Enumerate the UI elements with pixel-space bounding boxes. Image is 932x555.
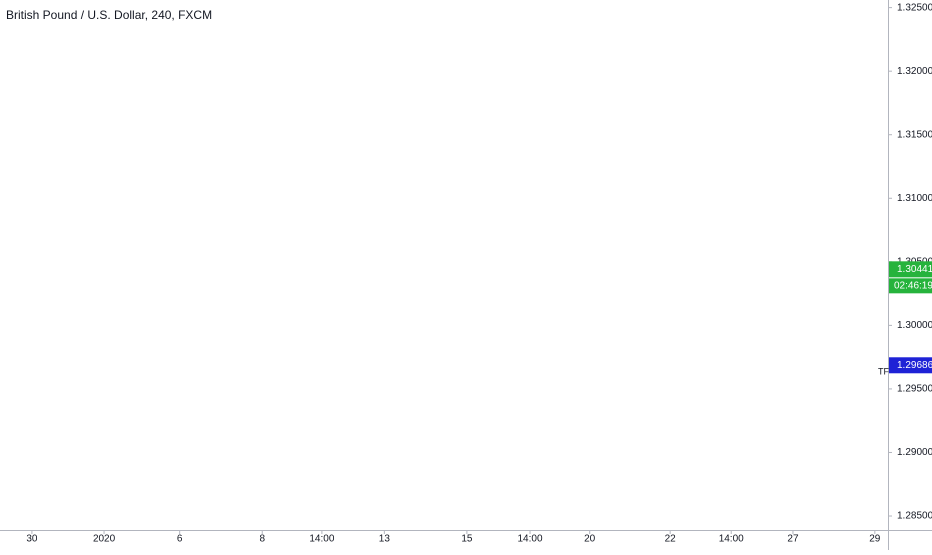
x-tick-label: 2020 xyxy=(93,534,116,545)
current-price-badge xyxy=(889,261,932,278)
x-tick-label: 20 xyxy=(584,534,596,545)
y-tick-label: 1.31000 xyxy=(897,193,932,204)
y-tick-label: 1.31500 xyxy=(897,129,932,140)
x-tick-label: 6 xyxy=(177,534,183,545)
x-tick-label: 30 xyxy=(26,534,38,545)
y-tick-label: 1.30000 xyxy=(897,320,932,331)
y-tick-label: 1.32500 xyxy=(897,2,932,13)
x-tick-label: 13 xyxy=(379,534,391,545)
x-tick-label: 29 xyxy=(869,534,881,545)
y-tick-label: 1.32000 xyxy=(897,66,932,77)
countdown-badge xyxy=(889,278,932,294)
x-tick-label: 22 xyxy=(665,534,677,545)
x-tick-label: 27 xyxy=(787,534,799,545)
annotation: TF xyxy=(878,366,889,376)
y-tick-label: 1.29500 xyxy=(897,384,932,395)
y-tick-label: 1.29000 xyxy=(897,447,932,458)
axes: TF1.285001.290001.295001.300001.305001.3… xyxy=(26,2,932,545)
support-badge xyxy=(889,357,932,374)
x-tick-label: 8 xyxy=(259,534,265,545)
current-price-label: 1.30441 xyxy=(897,264,932,275)
x-tick-label: 14:00 xyxy=(518,534,543,545)
chart-title: British Pound / U.S. Dollar, 240, FXCM xyxy=(6,8,212,22)
countdown-label: 02:46:19 xyxy=(894,280,932,291)
support-label: 1.29686 xyxy=(897,360,932,371)
y-tick-label: 1.28500 xyxy=(897,511,932,522)
x-tick-label: 15 xyxy=(461,534,473,545)
x-tick-label: 14:00 xyxy=(309,534,334,545)
x-tick-label: 14:00 xyxy=(719,534,744,545)
